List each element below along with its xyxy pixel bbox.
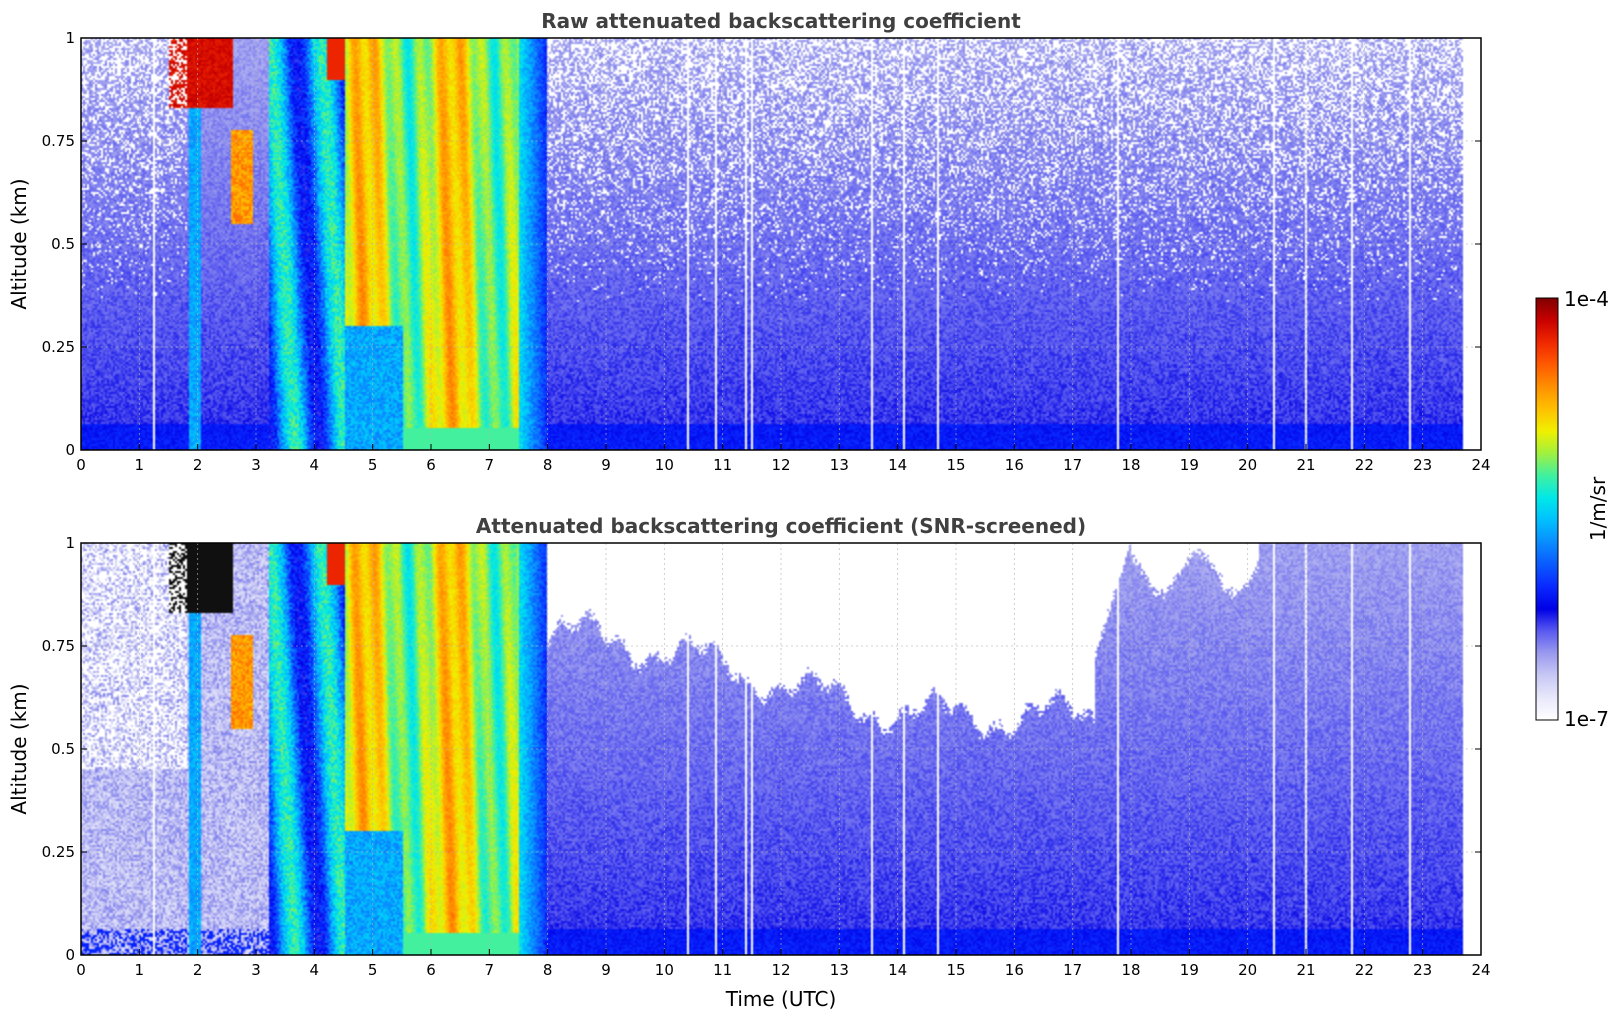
- x-tick-label: 0: [76, 961, 86, 979]
- x-tick-label: 10: [655, 961, 674, 979]
- x-tick-label: 19: [1180, 961, 1199, 979]
- y-tick-label: 0.25: [42, 338, 75, 356]
- x-tick-label: 1: [135, 961, 145, 979]
- x-tick-label: 20: [1238, 961, 1257, 979]
- panel-title-raw: Raw attenuated backscattering coefficien…: [541, 9, 1021, 33]
- x-tick-label: 21: [1296, 456, 1315, 474]
- x-tick-label: 5: [368, 961, 378, 979]
- x-tick-label: 7: [485, 961, 495, 979]
- x-tick-label: 8: [543, 456, 553, 474]
- x-ticks-raw: 0 1 2 3 4 5 6 7 8 9 10 11 12 13 14 15 16 17 18 19 20 21 22 23 24: [76, 444, 1491, 474]
- x-tick-label: 6: [426, 456, 436, 474]
- x-tick-label: 10: [655, 456, 674, 474]
- x-tick-label: 7: [485, 456, 495, 474]
- x-tick-label: 5: [368, 456, 378, 474]
- y-axis-label-screened: Altitude (km): [7, 683, 31, 814]
- x-axis-label: Time (UTC): [725, 987, 837, 1011]
- x-tick-label: 18: [1121, 456, 1140, 474]
- y-tick-label: 0.75: [42, 132, 75, 150]
- y-tick-label: 1: [65, 29, 75, 47]
- x-tick-label: 23: [1413, 961, 1432, 979]
- y-tick-label: 0: [65, 946, 75, 964]
- colorbar-unit-label: 1/m/sr: [1586, 476, 1610, 541]
- y-tick-label: 0: [65, 441, 75, 459]
- colorbar: 1e-4 1e-7 1/m/sr: [1535, 287, 1610, 731]
- x-tick-label: 9: [601, 961, 611, 979]
- y-axis-label-raw: Altitude (km): [7, 178, 31, 309]
- x-tick-label: 3: [251, 456, 261, 474]
- x-tick-label: 4: [310, 961, 320, 979]
- y-ticks-raw: 0 0.25 0.5 0.75 1: [42, 29, 1481, 459]
- y-tick-label: 0.25: [42, 843, 75, 861]
- x-tick-label: 22: [1355, 456, 1374, 474]
- grid-screened: [81, 543, 1481, 955]
- panel-raw: Raw attenuated backscattering coefficien…: [7, 9, 1491, 474]
- x-tick-label: 13: [830, 961, 849, 979]
- x-tick-label: 19: [1180, 456, 1199, 474]
- x-tick-label: 16: [1005, 456, 1024, 474]
- x-tick-label: 2: [193, 456, 203, 474]
- x-tick-label: 12: [771, 961, 790, 979]
- x-tick-label: 11: [713, 456, 732, 474]
- x-tick-label: 15: [946, 456, 965, 474]
- panel-screened: Attenuated backscattering coefficient (S…: [7, 514, 1491, 1011]
- x-tick-label: 24: [1471, 456, 1490, 474]
- colorbar-scale: [1535, 297, 1559, 721]
- y-tick-label: 0.5: [51, 740, 75, 758]
- x-tick-label: 18: [1121, 961, 1140, 979]
- x-tick-label: 23: [1413, 456, 1432, 474]
- x-tick-label: 20: [1238, 456, 1257, 474]
- x-tick-label: 21: [1296, 961, 1315, 979]
- x-tick-label: 6: [426, 961, 436, 979]
- x-tick-label: 17: [1063, 961, 1082, 979]
- x-tick-label: 22: [1355, 961, 1374, 979]
- y-tick-label: 0.5: [51, 235, 75, 253]
- x-tick-label: 12: [771, 456, 790, 474]
- grid-raw: [81, 38, 1481, 450]
- x-tick-label: 14: [888, 456, 907, 474]
- x-tick-label: 14: [888, 961, 907, 979]
- x-tick-label: 16: [1005, 961, 1024, 979]
- x-tick-label: 8: [543, 961, 553, 979]
- x-tick-label: 3: [251, 961, 261, 979]
- colorbar-max-label: 1e-4: [1564, 287, 1609, 311]
- panel-title-screened: Attenuated backscattering coefficient (S…: [476, 514, 1086, 538]
- y-tick-label: 0.75: [42, 637, 75, 655]
- x-tick-label: 9: [601, 456, 611, 474]
- x-tick-label: 1: [135, 456, 145, 474]
- x-tick-label: 13: [830, 456, 849, 474]
- x-ticks-screened: 0 1 2 3 4 5 6 7 8 9 10 11 12 13 14 15 16 17 18 19 20 21 22 23 24: [76, 949, 1491, 979]
- x-tick-label: 2: [193, 961, 203, 979]
- x-tick-label: 4: [310, 456, 320, 474]
- x-tick-label: 0: [76, 456, 86, 474]
- y-tick-label: 1: [65, 534, 75, 552]
- x-tick-label: 17: [1063, 456, 1082, 474]
- colorbar-min-label: 1e-7: [1564, 707, 1609, 731]
- x-tick-label: 11: [713, 961, 732, 979]
- x-tick-label: 15: [946, 961, 965, 979]
- y-ticks-screened: 0 0.25 0.5 0.75 1: [42, 534, 1481, 964]
- x-tick-label: 24: [1471, 961, 1490, 979]
